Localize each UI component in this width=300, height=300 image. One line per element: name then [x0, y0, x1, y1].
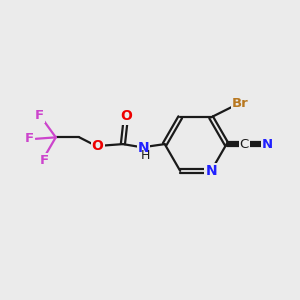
Text: N: N [262, 138, 273, 151]
Text: H: H [141, 149, 150, 162]
Text: N: N [205, 164, 217, 178]
Text: O: O [120, 110, 132, 123]
Text: Br: Br [232, 97, 249, 110]
Text: F: F [35, 109, 44, 122]
Text: O: O [92, 139, 103, 153]
Text: F: F [39, 154, 49, 167]
Text: N: N [138, 141, 149, 154]
Text: F: F [25, 132, 34, 145]
Text: C: C [240, 138, 249, 151]
